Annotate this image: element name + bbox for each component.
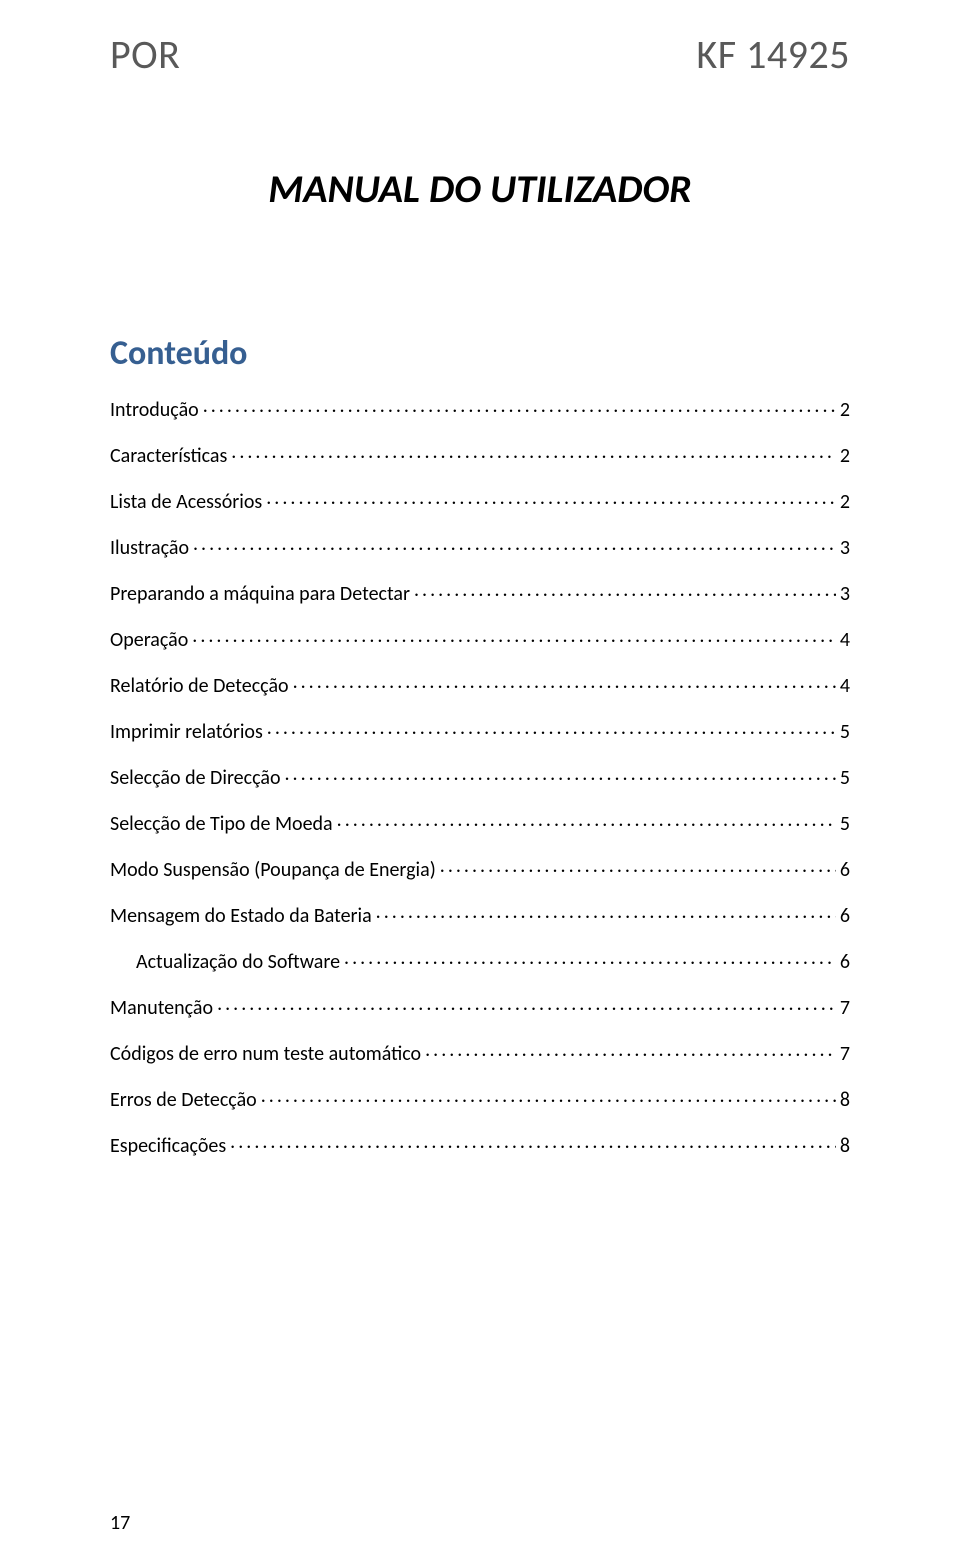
toc-list: Introdução2Características2Lista de Aces… — [110, 394, 850, 1156]
toc-entry-label: Imprimir relatórios — [110, 722, 263, 742]
toc-row: Selecção de Tipo de Moeda 5 — [110, 808, 850, 834]
toc-leader-dots — [217, 992, 836, 1014]
toc-entry-page: 4 — [840, 676, 850, 696]
toc-entry-label: Erros de Detecção — [110, 1090, 257, 1110]
toc-row: Características 2 — [110, 440, 850, 466]
header-right: KF 14925 — [696, 30, 850, 79]
toc-entry-page: 3 — [840, 584, 850, 604]
toc-entry-label: Preparando a máquina para Detectar — [110, 584, 410, 604]
toc-row: Manutenção 7 — [110, 992, 850, 1018]
toc-entry-page: 5 — [840, 768, 850, 788]
toc-leader-dots — [440, 854, 836, 876]
toc-entry-page: 8 — [840, 1136, 850, 1156]
toc-entry-page: 6 — [840, 952, 850, 972]
toc-row: Operação 4 — [110, 624, 850, 650]
toc-leader-dots — [261, 1084, 836, 1106]
toc-row: Imprimir relatórios 5 — [110, 716, 850, 742]
toc-entry-label: Operação — [110, 630, 188, 650]
toc-entry-page: 7 — [840, 1044, 850, 1064]
document-title: MANUAL DO UTILIZADOR — [110, 164, 850, 213]
page-container: POR KF 14925 MANUAL DO UTILIZADOR Conteú… — [0, 0, 960, 1565]
toc-entry-label: Ilustração — [110, 538, 189, 558]
toc-entry-page: 4 — [840, 630, 850, 650]
toc-entry-label: Relatório de Detecção — [110, 676, 289, 696]
toc-row: Ilustração 3 — [110, 532, 850, 558]
toc-entry-page: 8 — [840, 1090, 850, 1110]
toc-entry-label: Modo Suspensão (Poupança de Energia) — [110, 860, 436, 880]
toc-entry-label: Selecção de Direcção — [110, 768, 281, 788]
toc-leader-dots — [231, 440, 836, 462]
toc-leader-dots — [425, 1038, 836, 1060]
toc-entry-label: Códigos de erro num teste automático — [110, 1044, 421, 1064]
toc-entry-page: 6 — [840, 906, 850, 926]
toc-leader-dots — [203, 394, 836, 416]
toc-row: Especificações 8 — [110, 1130, 850, 1156]
toc-leader-dots — [192, 624, 836, 646]
toc-leader-dots — [193, 532, 836, 554]
page-number: 17 — [110, 1511, 130, 1535]
toc-entry-page: 2 — [840, 446, 850, 466]
toc-entry-label: Lista de Acessórios — [110, 492, 262, 512]
toc-entry-page: 6 — [840, 860, 850, 880]
toc-row: Lista de Acessórios 2 — [110, 486, 850, 512]
toc-entry-label: Especificações — [110, 1136, 226, 1156]
toc-row: Erros de Detecção 8 — [110, 1084, 850, 1110]
toc-row: Mensagem do Estado da Bateria 6 — [110, 900, 850, 926]
toc-row: Preparando a máquina para Detectar 3 — [110, 578, 850, 604]
toc-heading: Conteúdo — [110, 333, 850, 374]
toc-leader-dots — [337, 808, 836, 830]
toc-row: Selecção de Direcção 5 — [110, 762, 850, 788]
toc-entry-page: 5 — [840, 814, 850, 834]
toc-leader-dots — [285, 762, 836, 784]
toc-entry-label: Actualização do Software — [136, 952, 340, 972]
toc-entry-label: Manutenção — [110, 998, 213, 1018]
toc-leader-dots — [414, 578, 836, 600]
header-left: POR — [110, 30, 180, 79]
toc-entry-page: 7 — [840, 998, 850, 1018]
toc-entry-label: Introdução — [110, 400, 199, 420]
toc-row: Actualização do Software 6 — [110, 946, 850, 972]
toc-row: Introdução 2 — [110, 394, 850, 420]
toc-entry-page: 3 — [840, 538, 850, 558]
toc-entry-page: 5 — [840, 722, 850, 742]
toc-leader-dots — [267, 716, 836, 738]
toc-entry-label: Mensagem do Estado da Bateria — [110, 906, 372, 926]
toc-entry-label: Características — [110, 446, 227, 466]
toc-leader-dots — [293, 670, 836, 692]
toc-leader-dots — [376, 900, 836, 922]
toc-row: Códigos de erro num teste automático 7 — [110, 1038, 850, 1064]
toc-entry-page: 2 — [840, 400, 850, 420]
toc-leader-dots — [266, 486, 836, 508]
toc-leader-dots — [344, 946, 836, 968]
toc-leader-dots — [230, 1130, 836, 1152]
toc-entry-page: 2 — [840, 492, 850, 512]
toc-row: Relatório de Detecção 4 — [110, 670, 850, 696]
toc-row: Modo Suspensão (Poupança de Energia) 6 — [110, 854, 850, 880]
toc-entry-label: Selecção de Tipo de Moeda — [110, 814, 333, 834]
header-row: POR KF 14925 — [110, 30, 850, 79]
